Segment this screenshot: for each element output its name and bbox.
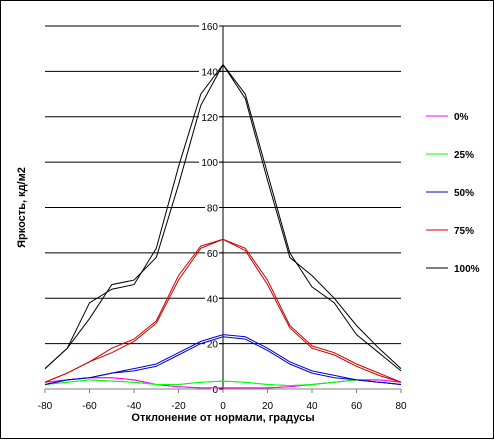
y-tick-label-bg — [205, 201, 219, 213]
y-tick-label: 120 — [201, 113, 218, 124]
series-line-100%-2 — [44, 63, 402, 369]
x-tick-label: 20 — [262, 401, 274, 412]
legend-label: 25% — [454, 150, 474, 161]
legend-label: 100% — [454, 264, 480, 275]
series-line-50%-2 — [44, 336, 402, 385]
y-tick-label: 60 — [207, 249, 219, 260]
y-axis-title: Яркость, кд/м2 — [16, 167, 28, 248]
legend-label: 75% — [454, 226, 474, 237]
x-tick-label: -20 — [171, 401, 186, 412]
y-tick-label: 40 — [207, 294, 219, 305]
x-tick-label: -60 — [82, 401, 97, 412]
y-tick-label: 80 — [207, 204, 219, 215]
y-tick-label-bg — [205, 246, 219, 258]
y-tick-label-bg — [199, 65, 219, 77]
y-tick-label-bg — [211, 383, 219, 394]
y-tick-label-bg — [199, 20, 219, 31]
x-tick-label: 60 — [351, 401, 363, 412]
y-tick-label-bg — [205, 292, 219, 304]
x-tick-label: -80 — [38, 401, 53, 412]
x-tick-label: 40 — [306, 401, 318, 412]
y-tick-label: 20 — [207, 340, 219, 351]
series-line-75%-2 — [44, 238, 402, 383]
y-tick-label: 0 — [212, 385, 218, 396]
x-axis-title: Отклонение от нормали, градусы — [131, 412, 314, 424]
series-line-25%-2 — [44, 379, 402, 387]
x-tick-label: -40 — [127, 401, 142, 412]
y-tick-label: 140 — [201, 67, 218, 78]
y-tick-label-bg — [199, 110, 219, 122]
y-tick-label-bg — [205, 337, 219, 349]
y-tick-label-bg — [199, 156, 219, 168]
x-tick-label: 80 — [395, 401, 407, 412]
legend-label: 50% — [454, 188, 474, 199]
legend-label: 0% — [454, 112, 469, 123]
y-tick-label: 100 — [201, 158, 218, 169]
y-tick-label: 160 — [201, 22, 218, 33]
x-tick-label: 0 — [220, 401, 226, 412]
